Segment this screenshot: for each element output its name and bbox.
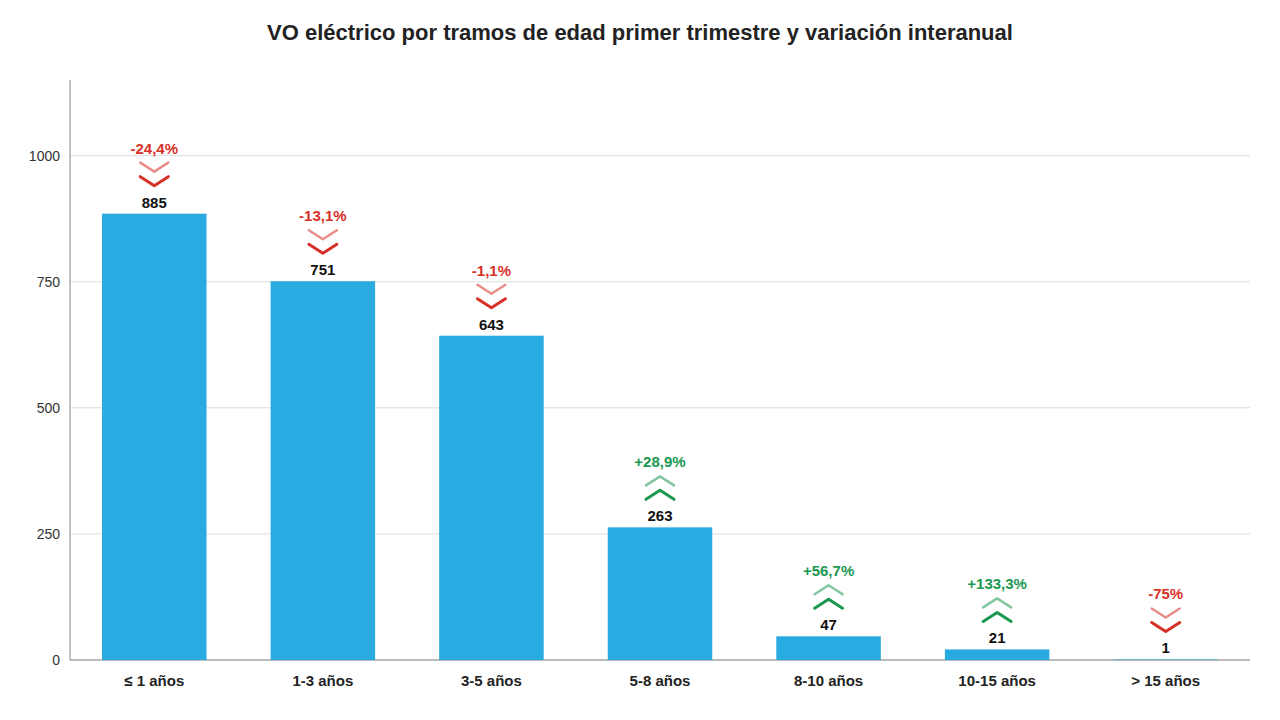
data-label: 47 [820, 616, 837, 633]
data-label: 643 [479, 316, 504, 333]
x-tick-label: ≤ 1 años [124, 672, 184, 689]
change-label: -1,1% [472, 262, 511, 279]
grid-line [70, 281, 1250, 282]
bar [608, 527, 713, 660]
arrow-down [309, 244, 337, 253]
data-label: 751 [310, 261, 335, 278]
bar [945, 649, 1050, 660]
data-label: 263 [647, 507, 672, 524]
bars [102, 214, 1218, 660]
arrow-up [983, 598, 1011, 607]
bar [102, 214, 207, 660]
arrow-up [815, 585, 843, 594]
change-label: -75% [1148, 585, 1183, 602]
chart: VO eléctrico por tramos de edad primer t… [0, 0, 1280, 720]
bar [1113, 659, 1218, 660]
y-axis-line [70, 80, 71, 660]
arrow-down [309, 230, 337, 239]
bar [439, 336, 544, 660]
data-label: 885 [142, 194, 167, 211]
x-tick-label: 1-3 años [292, 672, 353, 689]
y-tick-label: 250 [37, 526, 61, 542]
bar [776, 636, 881, 660]
annotations: 885 -24,4% 751 -13,1% 643 -1,1% 263 +28,9% 47 +56… [131, 140, 1184, 657]
data-label: 21 [989, 629, 1006, 646]
y-tick-label: 0 [52, 652, 60, 668]
change-label: +56,7% [803, 562, 854, 579]
y-tick-label: 500 [37, 400, 61, 416]
arrow-down [140, 163, 168, 172]
y-tick-label: 1000 [29, 148, 60, 164]
data-label: 1 [1162, 639, 1170, 656]
arrow-down [477, 285, 505, 294]
grid-line [70, 407, 1250, 408]
x-tick-label: > 15 años [1131, 672, 1200, 689]
change-label: +28,9% [634, 453, 685, 470]
bar [271, 281, 376, 660]
change-label: -13,1% [299, 207, 347, 224]
x-tick-label: 5-8 años [630, 672, 691, 689]
change-label: -24,4% [131, 140, 179, 157]
arrow-down [1152, 622, 1180, 631]
x-tick-label: 8-10 años [794, 672, 863, 689]
arrow-up [646, 476, 674, 485]
arrow-down [140, 177, 168, 186]
arrow-up [646, 490, 674, 499]
grid [70, 156, 1250, 660]
grid-line [70, 155, 1250, 156]
title: VO eléctrico por tramos de edad primer t… [267, 20, 1013, 45]
change-label: +133,3% [967, 575, 1027, 592]
chart-container: VO eléctrico por tramos de edad primer t… [0, 0, 1280, 720]
x-tick-label: 10-15 años [958, 672, 1036, 689]
arrow-down [477, 299, 505, 308]
arrow-down [1152, 608, 1180, 617]
y-tick-label: 750 [37, 274, 61, 290]
arrow-up [815, 599, 843, 608]
arrow-up [983, 612, 1011, 621]
x-tick-label: 3-5 años [461, 672, 522, 689]
